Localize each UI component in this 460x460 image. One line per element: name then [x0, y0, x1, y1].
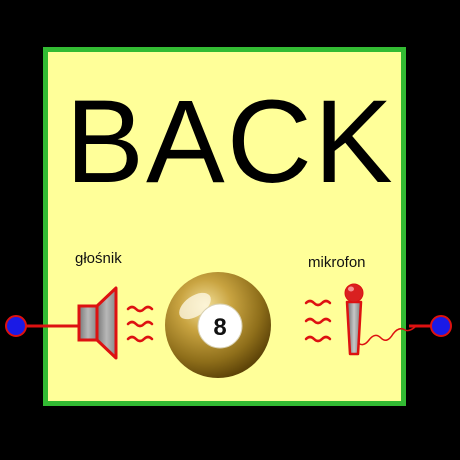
microphone-label: mikrofon	[308, 254, 366, 271]
left-terminal	[5, 315, 78, 337]
terminal-dot-icon	[5, 315, 27, 337]
speaker-label: głośnik	[75, 250, 122, 267]
terminal-dot-icon	[430, 315, 452, 337]
card-title: BACK	[65, 76, 395, 208]
ball-number: 8	[213, 314, 226, 341]
right-terminal	[409, 315, 452, 337]
mic-sound-waves-icon	[304, 299, 332, 343]
sound-waves-icon	[126, 305, 154, 343]
eight-ball-icon: 8	[165, 272, 271, 378]
microphone-icon	[344, 283, 416, 356]
speaker-icon	[77, 286, 118, 360]
